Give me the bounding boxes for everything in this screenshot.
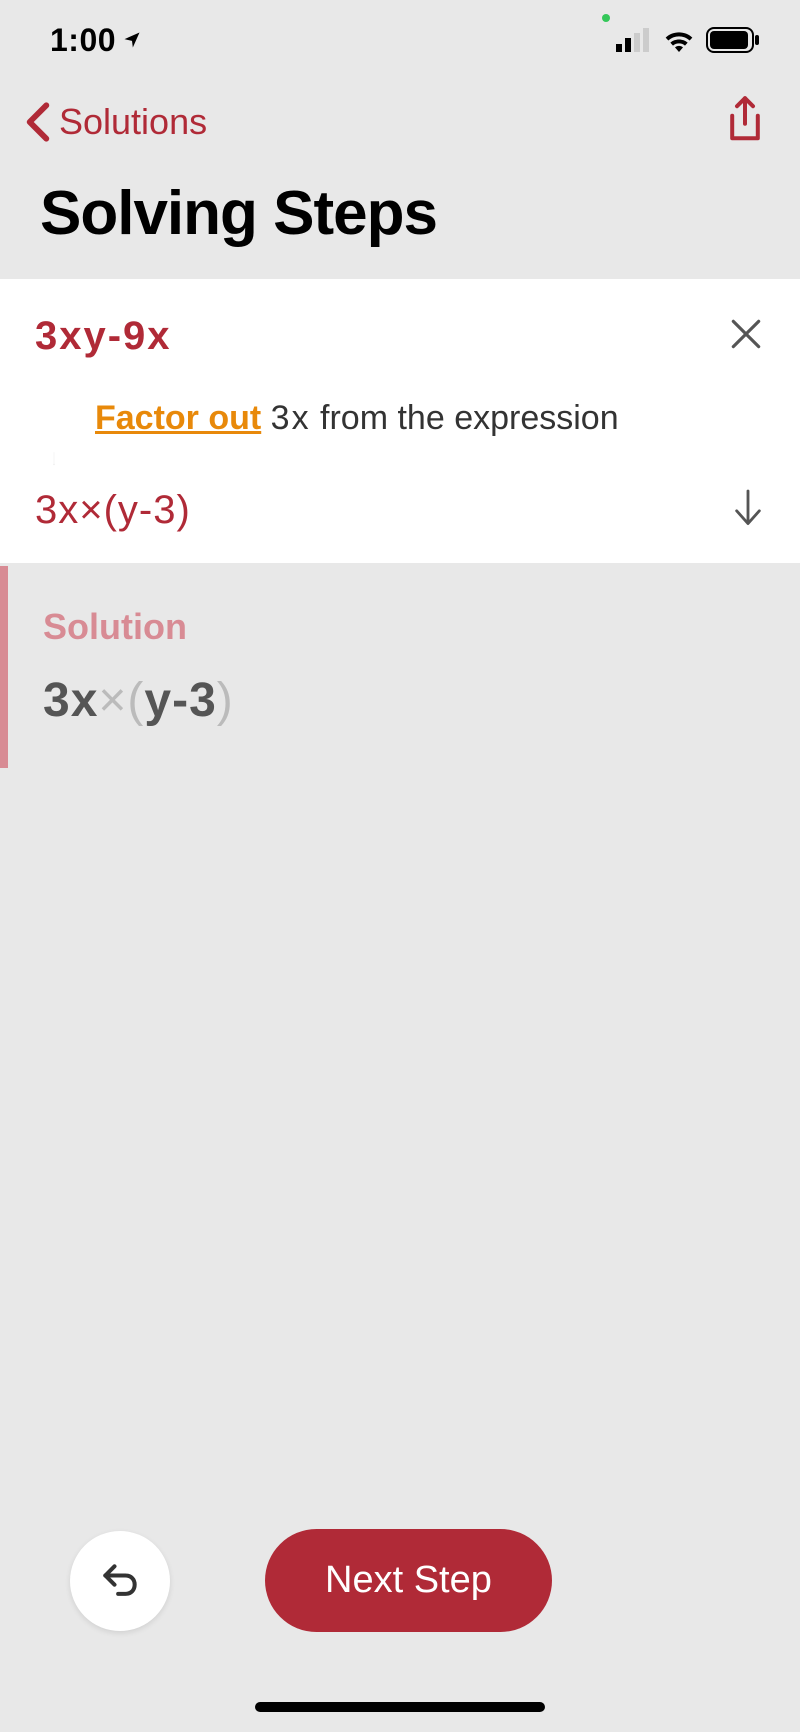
input-expression: 3xy-9x — [35, 314, 172, 359]
undo-icon — [98, 1559, 142, 1603]
solution-section: Solution 3x×(y-3) — [0, 566, 800, 768]
page-title: Solving Steps — [0, 163, 800, 279]
output-expression-row: 3x×(y-3) — [35, 488, 765, 533]
back-button[interactable]: Solutions — [25, 101, 207, 143]
step-body: Factor out 3x from the expression — [35, 399, 765, 438]
status-time: 1:00 — [50, 22, 142, 59]
factor-out-link[interactable]: Factor out — [95, 399, 261, 437]
close-icon — [727, 315, 765, 353]
location-icon — [122, 30, 142, 50]
camera-indicator-dot — [602, 14, 610, 22]
wifi-icon — [662, 28, 696, 52]
share-button[interactable] — [725, 95, 765, 148]
battery-icon — [706, 27, 760, 53]
share-icon — [725, 95, 765, 143]
expand-step-button[interactable] — [731, 488, 765, 533]
status-bar: 1:00 — [0, 0, 800, 70]
close-step-button[interactable] — [727, 315, 765, 358]
nav-bar: Solutions — [0, 70, 800, 163]
output-expression: 3x×(y-3) — [35, 488, 191, 533]
back-label: Solutions — [59, 101, 207, 143]
solution-expression: 3x×(y-3) — [43, 673, 765, 728]
cellular-icon — [616, 28, 652, 52]
instruction-var: 3x — [271, 399, 311, 437]
solution-part-1: 3x — [43, 674, 98, 727]
solution-part-3: y-3 — [144, 674, 216, 727]
undo-button[interactable] — [70, 1531, 170, 1631]
chevron-left-icon — [25, 102, 51, 142]
solution-label: Solution — [43, 606, 765, 648]
step-instruction: Factor out 3x from the expression — [95, 399, 765, 438]
input-expression-row: 3xy-9x — [35, 314, 765, 359]
time-text: 1:00 — [50, 22, 116, 59]
instruction-rest: from the expression — [311, 399, 619, 437]
step-arrow-icon — [53, 399, 55, 519]
solution-part-2: × — [98, 674, 127, 727]
arrow-down-icon — [731, 488, 765, 528]
step-card: 3xy-9x Factor out 3x from the expression… — [0, 279, 800, 563]
status-icons — [616, 27, 760, 53]
next-step-button[interactable]: Next Step — [265, 1529, 552, 1632]
home-indicator[interactable] — [255, 1702, 545, 1712]
bottom-controls: Next Step — [0, 1529, 800, 1632]
